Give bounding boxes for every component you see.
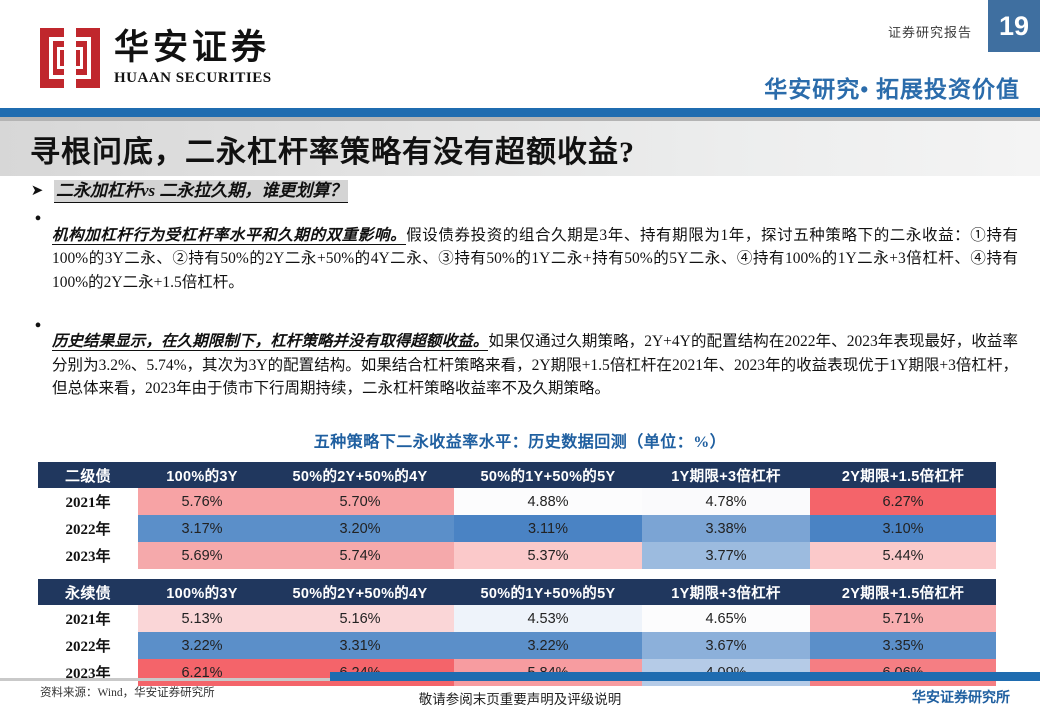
- row-year-label: 2022年: [38, 632, 138, 659]
- row-year-label: 2022年: [38, 515, 138, 542]
- source-note: 资料来源：Wind，华安证券研究所: [40, 687, 215, 699]
- table-header-row: 永续债 100%的3Y 50%的2Y+50%的4Y 50%的1Y+50%的5Y 1Y期限…: [38, 579, 996, 605]
- section-heading-row: ➤ 二永加杠杆vs 二永拉久期，谁更划算？: [0, 180, 1040, 203]
- row-year-label: 2021年: [38, 605, 138, 632]
- table-column-header: 2Y期限+1.5倍杠杆: [810, 579, 996, 605]
- table-column-header: 100%的3Y: [138, 579, 266, 605]
- row-year-label: 2021年: [38, 488, 138, 515]
- table-column-header: 2Y期限+1.5倍杠杆: [810, 462, 996, 488]
- table-cell-value: 5.69%: [138, 542, 266, 569]
- table-cell-value: 5.44%: [810, 542, 996, 569]
- footer-blue-rule: [330, 672, 1040, 681]
- dot-bullet-icon: •: [34, 208, 42, 230]
- table-block-label: 二级债: [38, 462, 138, 488]
- header-gray-rule: [0, 117, 1040, 121]
- table-cell-value: 3.10%: [810, 515, 996, 542]
- bullet-lead-text: 历史结果显示，在久期限制下，杠杆策略并没有取得超额收益。: [52, 333, 489, 351]
- logo-text: 华安证券 HUAAN SECURITIES: [114, 30, 272, 86]
- table-cell-value: 4.65%: [642, 605, 810, 632]
- table-column-header: 50%的2Y+50%的4Y: [266, 579, 454, 605]
- logo-english-name: HUAAN SECURITIES: [114, 70, 272, 86]
- logo-mark-icon: [40, 28, 100, 88]
- table-cell-value: 5.71%: [810, 605, 996, 632]
- table-row: 2021年 5.13% 5.16% 4.53% 4.65% 5.71%: [38, 605, 996, 632]
- table-cell-value: 3.22%: [138, 632, 266, 659]
- table-cell-value: 3.77%: [642, 542, 810, 569]
- table-cell-value: 6.21%: [138, 659, 266, 686]
- strategy-returns-table: 二级债 100%的3Y 50%的2Y+50%的4Y 50%的1Y+50%的5Y 1Y期限…: [38, 462, 996, 569]
- table-cell-value: 5.70%: [266, 488, 454, 515]
- footer-disclaimer: 敬请参阅末页重要声明及评级说明: [418, 692, 622, 707]
- report-type-label: 证券研究报告: [887, 25, 972, 40]
- bullet-item: • 机构加杠杆行为受杠杆率水平和久期的双重影响。假设债券投资的组合久期是3年、持…: [0, 208, 1040, 310]
- table-cell-value: 3.35%: [810, 632, 996, 659]
- brand-tagline: 华安研究• 拓展投资价值: [764, 77, 1020, 102]
- table-cell-value: 5.37%: [454, 542, 642, 569]
- bullet-rest-text: 假设债券投资的组合久期是3年、持有期限为1年，探讨五种策略下的二永收益：①持有1…: [52, 226, 1018, 291]
- table-column-header: 100%的3Y: [138, 462, 266, 488]
- table-cell-value: 3.17%: [138, 515, 266, 542]
- table-column-header: 1Y期限+3倍杠杆: [642, 579, 810, 605]
- table-block-label: 永续债: [38, 579, 138, 605]
- arrow-bullet-icon: ➤: [30, 183, 44, 199]
- bullet-paragraph: 机构加杠杆行为受杠杆率水平和久期的双重影响。假设债券投资的组合久期是3年、持有期…: [52, 224, 1018, 295]
- bullet-item: • 历史结果显示，在久期限制下，杠杆策略并没有取得超额收益。如果仅通过久期策略，…: [0, 315, 1040, 417]
- table-cell-value: 5.74%: [266, 542, 454, 569]
- table-cell-value: 3.67%: [642, 632, 810, 659]
- table-cell-value: 5.76%: [138, 488, 266, 515]
- table-caption: 五种策略下二永收益率水平：历史数据回测（单位：%）: [313, 434, 727, 451]
- slide-body: ➤ 二永加杠杆vs 二永拉久期，谁更划算？ • 机构加杠杆行为受杠杆率水平和久期…: [0, 180, 1040, 416]
- logo-chinese-name: 华安证券: [114, 28, 271, 67]
- huaan-logo: 华安证券 HUAAN SECURITIES: [40, 28, 272, 88]
- table-cell-value: 4.78%: [642, 488, 810, 515]
- dot-bullet-icon: •: [34, 314, 42, 337]
- bullet-lead-text: 机构加杠杆行为受杠杆率水平和久期的双重影响。: [52, 226, 407, 245]
- strategy-returns-table: 永续债 100%的3Y 50%的2Y+50%的4Y 50%的1Y+50%的5Y 1Y期限…: [38, 579, 996, 686]
- row-year-label: 2023年: [38, 659, 138, 686]
- table-cell-value: 5.16%: [266, 605, 454, 632]
- table-column-header: 50%的2Y+50%的4Y: [266, 462, 454, 488]
- table-row: 2021年 5.76% 5.70% 4.88% 4.78% 6.27%: [38, 488, 996, 515]
- bullet-paragraph: 历史结果显示，在久期限制下，杠杆策略并没有取得超额收益。如果仅通过久期策略，2Y…: [52, 330, 1018, 401]
- page-number-badge: 19: [988, 0, 1040, 52]
- slide-title-band: 寻根问底，二永杠杆率策略有没有超额收益?: [0, 121, 1040, 176]
- table-cell-value: 4.53%: [454, 605, 642, 632]
- table-cell-value: 3.11%: [454, 515, 642, 542]
- table-column-header: 1Y期限+3倍杠杆: [642, 462, 810, 488]
- bullet-rest-text: 如果仅通过久期策略，2Y+4Y的配置结构在2022年、2023年表现最好，收益率…: [52, 333, 1018, 397]
- footer-institute: 华安证券研究所: [912, 691, 1010, 706]
- table-row: 2022年 3.17% 3.20% 3.11% 3.38% 3.10%: [38, 515, 996, 542]
- section-heading: 二永加杠杆vs 二永拉久期，谁更划算？: [54, 180, 349, 203]
- table-column-header: 50%的1Y+50%的5Y: [454, 579, 642, 605]
- table-cell-value: 3.20%: [266, 515, 454, 542]
- table-cell-value: 3.22%: [454, 632, 642, 659]
- table-column-header: 50%的1Y+50%的5Y: [454, 462, 642, 488]
- table-row: 2023年 5.69% 5.74% 5.37% 3.77% 5.44%: [38, 542, 996, 569]
- table-cell-value: 3.31%: [266, 632, 454, 659]
- page-title: 寻根问底，二永杠杆率策略有没有超额收益?: [30, 135, 635, 169]
- table-cell-value: 3.38%: [642, 515, 810, 542]
- table-cell-value: 5.13%: [138, 605, 266, 632]
- header-blue-rule: [0, 108, 1040, 117]
- table-cell-value: 6.27%: [810, 488, 996, 515]
- data-tables: 二级债 100%的3Y 50%的2Y+50%的4Y 50%的1Y+50%的5Y 1Y期限…: [38, 462, 996, 686]
- table-header-row: 二级债 100%的3Y 50%的2Y+50%的4Y 50%的1Y+50%的5Y 1Y期限…: [38, 462, 996, 488]
- table-row: 2022年 3.22% 3.31% 3.22% 3.67% 3.35%: [38, 632, 996, 659]
- row-year-label: 2023年: [38, 542, 138, 569]
- table-block-gap: [38, 569, 996, 579]
- table-cell-value: 4.88%: [454, 488, 642, 515]
